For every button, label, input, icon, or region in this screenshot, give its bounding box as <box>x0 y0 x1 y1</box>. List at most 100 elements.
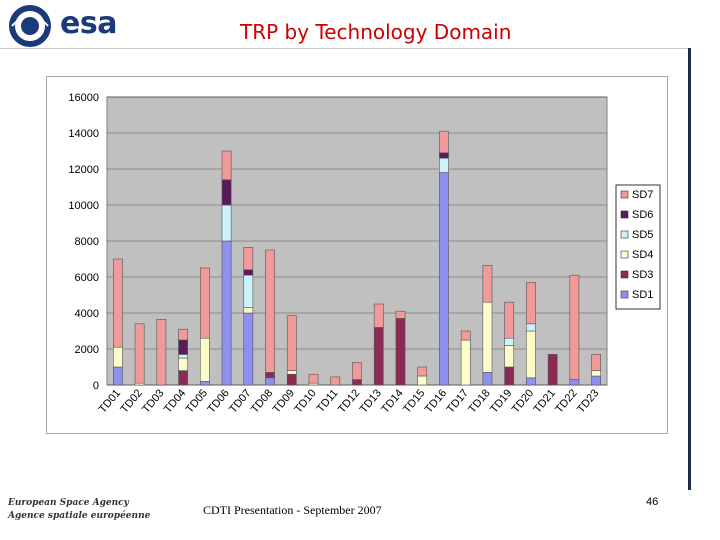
bar-segment-sd1 <box>526 377 536 386</box>
bar-segment-sd3 <box>373 327 384 386</box>
bar-segment-sd3 <box>547 354 558 386</box>
bar-segment-sd7 <box>156 319 167 386</box>
x-tick-label: TD03 <box>140 387 166 415</box>
bar-segment-sd5 <box>526 323 536 332</box>
y-tick-label: 14000 <box>68 128 99 140</box>
bar-segment-sd7 <box>591 354 601 371</box>
bar-segment-sd1 <box>439 172 449 386</box>
bar-segment-sd3 <box>352 379 362 386</box>
legend-label-sd6: SD6 <box>632 209 653 221</box>
bar-segment-sd1 <box>569 379 580 386</box>
legend-swatch-sd3 <box>620 270 629 279</box>
legend-swatch-sd1 <box>620 290 629 299</box>
y-tick-label: 6000 <box>75 272 99 284</box>
bar-segment-sd1 <box>482 372 493 386</box>
x-tick-label: TD04 <box>162 387 188 415</box>
bar-segment-sd5 <box>221 204 232 242</box>
legend-label-sd3: SD3 <box>632 269 653 281</box>
bar-segment-sd5 <box>439 157 449 173</box>
bar-segment-sd3 <box>286 373 297 386</box>
bar-segment-sd4 <box>482 301 493 373</box>
bar-segment-sd6 <box>178 339 188 355</box>
x-tick-label: TD12 <box>336 387 362 415</box>
bar-segment-sd6 <box>221 179 232 206</box>
bar-segment-sd4 <box>113 346 123 368</box>
bar-segment-sd1 <box>265 377 275 386</box>
x-tick-label: TD17 <box>445 387 471 415</box>
x-tick-label: TD21 <box>531 387 557 415</box>
esa-logo-text: esa <box>60 6 117 41</box>
bar-segment-sd5 <box>243 274 254 308</box>
bar-segment-sd7 <box>482 265 493 303</box>
bar-segment-sd5 <box>504 337 515 346</box>
x-tick-label: TD01 <box>97 387 123 415</box>
top-rule <box>0 48 691 49</box>
bar-segment-sd7 <box>330 376 341 386</box>
bar-segment-sd1 <box>221 240 232 386</box>
esa-logo: esa <box>6 4 136 48</box>
bar-segment-sd7 <box>221 150 232 181</box>
bar-segment-sd4 <box>591 370 601 377</box>
legend-swatch-sd5 <box>620 230 629 239</box>
bar-segment-sd7 <box>243 247 254 271</box>
bar-segment-sd4 <box>526 330 536 379</box>
bar-segment-sd7 <box>504 301 515 339</box>
legend-swatch-sd6 <box>620 210 629 219</box>
x-tick-label: TD09 <box>271 387 297 415</box>
bar-segment-sd7 <box>460 330 471 341</box>
bar-segment-sd1 <box>113 366 123 386</box>
bar-segment-sd4 <box>460 339 471 386</box>
legend-label-sd1: SD1 <box>632 289 653 301</box>
slide-title: TRP by Technology Domain <box>240 20 512 44</box>
bar-segment-sd3 <box>504 366 515 386</box>
bar-segment-sd7 <box>352 362 362 380</box>
bar-segment-sd7 <box>286 315 297 371</box>
x-tick-label: TD23 <box>575 387 601 415</box>
legend-swatch-sd4 <box>620 250 629 259</box>
y-tick-label: 12000 <box>68 164 99 176</box>
y-tick-label: 4000 <box>75 308 99 320</box>
bar-segment-sd6 <box>243 269 254 276</box>
bar-segment-sd7 <box>308 373 319 384</box>
x-tick-label: TD05 <box>184 387 210 415</box>
page-number: 46 <box>646 496 659 508</box>
agency-name-fr: Agence spatiale européenne <box>8 511 151 521</box>
legend-label-sd5: SD5 <box>632 229 653 241</box>
bar-segment-sd4 <box>286 370 297 375</box>
bar-segment-sd6 <box>439 152 449 159</box>
bar-segment-sd4 <box>504 345 515 368</box>
y-tick-label: 8000 <box>75 236 99 248</box>
agency-name-en: European Space Agency <box>8 498 129 508</box>
bar-segment-sd7 <box>265 249 275 373</box>
bar-segment-sd7 <box>178 328 188 341</box>
esa-globe-icon <box>9 5 51 47</box>
x-tick-label: TD16 <box>423 387 449 415</box>
bar-segment-sd3 <box>178 370 188 386</box>
y-tick-label: 10000 <box>68 200 99 212</box>
bar-segment-sd7 <box>569 274 580 380</box>
bar-segment-sd1 <box>243 312 254 386</box>
bar-segment-sd4 <box>417 375 428 386</box>
stacked-bar-chart: 0 2000 4000 6000 8000 10000 12000 14000 16000 TD0… <box>68 92 661 416</box>
x-tick-label: TD06 <box>205 387 231 415</box>
y-tick-label: 16000 <box>68 92 99 104</box>
bar-segment-sd7 <box>199 267 210 339</box>
legend-label-sd7: SD7 <box>632 189 653 201</box>
legend-box <box>615 184 661 310</box>
x-tick-label: TD02 <box>118 387 144 415</box>
chart-panel: 0 2000 4000 6000 8000 10000 12000 14000 16000 TD0… <box>46 76 668 434</box>
legend-label-sd4: SD4 <box>632 249 653 261</box>
x-tick-label: TD10 <box>292 387 318 415</box>
y-tick-label: 0 <box>93 380 99 392</box>
bar-segment-sd7 <box>113 258 123 348</box>
bar-segment-sd7 <box>395 310 406 319</box>
legend-swatch-sd7 <box>620 190 629 199</box>
bar-segment-sd4 <box>243 307 254 314</box>
bar-segment-sd1 <box>199 381 210 386</box>
presentation-footer: CDTI Presentation - September 2007 <box>203 503 382 517</box>
x-tick-label: TD20 <box>510 387 536 415</box>
agency-name: European Space Agency Agence spatiale eu… <box>8 497 150 523</box>
x-tick-label: TD15 <box>401 387 427 415</box>
x-tick-label: TD22 <box>553 387 579 415</box>
bar-segment-sd7 <box>526 282 536 325</box>
